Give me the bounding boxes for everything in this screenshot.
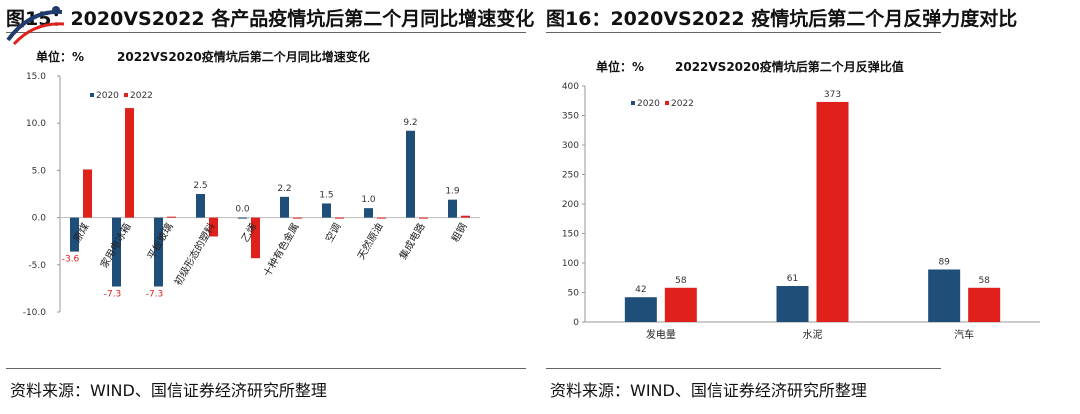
right-bar-2022-2 — [968, 287, 1001, 322]
right-category-label: 水泥 — [803, 328, 823, 341]
left-y-tick-label: 5.0 — [32, 166, 47, 176]
left-data-label: 0.0 — [235, 205, 250, 215]
left-bar-2020-5 — [280, 196, 289, 218]
right-data-label: 42 — [635, 285, 646, 295]
right-legend-swatch-2022 — [665, 101, 669, 105]
left-category-label: 天然原油 — [354, 221, 385, 262]
right-data-label: 61 — [787, 274, 798, 284]
left-unit-label: 单位：% — [36, 49, 84, 64]
right-figure-title: 图16：2020VS2022 疫情坑后第二个月反弹力度对比 — [546, 8, 1018, 30]
left-bar-2022-2 — [167, 216, 176, 218]
right-bar-chart: 单位：% 2022VS2020疫情坑后第二个月反弹比值 0 50 100 150 200 25… — [562, 59, 1040, 341]
left-data-label: -7.3 — [104, 290, 122, 300]
right-data-label: 58 — [675, 276, 687, 286]
right-category-label: 汽车 — [954, 328, 974, 341]
left-bar-2020-1 — [112, 217, 121, 287]
left-y-tick-label: -5.0 — [28, 261, 46, 271]
right-y-tick-label: 250 — [562, 171, 579, 181]
left-source-rule — [6, 368, 526, 369]
left-figure-title: 图15：2020VS2022 各产品疫情坑后第二个月同比增速变化 — [6, 8, 535, 30]
right-bar-2020-2 — [928, 269, 961, 322]
left-data-label: 2.2 — [277, 184, 291, 194]
left-data-label: -7.3 — [146, 290, 164, 300]
left-category-label: 空调 — [322, 221, 343, 245]
right-y-tick-label: 200 — [562, 200, 579, 210]
left-figure-panel: 图15：2020VS2022 各产品疫情坑后第二个月同比增速变化 单位：% 202… — [0, 0, 535, 414]
left-legend-swatch-2022 — [124, 93, 128, 97]
right-category-label: 发电量 — [646, 328, 676, 341]
left-bar-2020-9 — [448, 199, 457, 218]
left-category-label: 十种有色金属 — [260, 221, 301, 279]
left-source-note: 资料来源：WIND、国信证券经济研究所整理 — [10, 381, 327, 400]
left-bar-2022-5 — [293, 217, 302, 219]
left-bar-2022-9 — [461, 215, 470, 218]
left-bar-2022-8 — [419, 217, 428, 219]
right-figure-panel: 图16：2020VS2022 疫情坑后第二个月反弹力度对比 单位：% 2022VS… — [540, 0, 1080, 414]
left-category-label: 集成电路 — [396, 221, 427, 262]
right-legend-swatch-2020 — [631, 101, 635, 105]
left-category-label: 初级形态的塑料 — [171, 221, 217, 288]
right-y-tick-label: 50 — [568, 289, 580, 299]
right-source-rule — [546, 368, 941, 369]
brand-logo-icon — [6, 6, 65, 46]
left-bar-2020-3 — [196, 194, 205, 218]
left-legend-label-2020: 2020 — [96, 91, 119, 101]
left-bar-2020-4 — [238, 217, 247, 219]
right-bar-2020-1 — [776, 286, 809, 322]
left-y-tick-label: -10.0 — [23, 308, 47, 318]
left-data-label: -3.6 — [62, 255, 80, 265]
left-bar-2022-0 — [83, 169, 92, 218]
right-data-label: 373 — [824, 90, 841, 100]
left-bar-chart: 单位：% 2022VS2020疫情坑后第二个月同比增速变化 15.0 10.0 5.0 0… — [23, 49, 480, 318]
right-unit-label: 单位：% — [596, 59, 644, 74]
right-title-rule — [546, 32, 941, 33]
left-data-label: 2.5 — [193, 181, 207, 191]
left-bar-2022-6 — [335, 217, 344, 219]
left-bar-2022-1 — [125, 108, 134, 218]
right-y-tick-label: 400 — [562, 82, 579, 92]
left-title-rule — [6, 32, 526, 33]
left-legend-label-2022: 2022 — [130, 91, 153, 101]
left-bar-2020-0 — [70, 217, 79, 252]
left-bar-2022-3 — [209, 217, 218, 237]
left-data-label: 9.2 — [403, 118, 417, 128]
right-y-tick-label: 100 — [562, 259, 579, 269]
left-category-label: 粗钢 — [448, 221, 469, 245]
left-data-label: 1.0 — [361, 195, 376, 205]
right-chart-title: 2022VS2020疫情坑后第二个月反弹比值 — [675, 59, 904, 74]
left-bar-2022-7 — [377, 217, 386, 219]
left-bar-2020-8 — [406, 130, 415, 218]
left-y-tick-label: 15.0 — [26, 72, 46, 82]
right-data-label: 89 — [938, 257, 950, 267]
right-y-tick-label: 0 — [573, 318, 579, 328]
right-legend-label-2020: 2020 — [637, 99, 660, 109]
right-data-label: 58 — [978, 276, 990, 286]
right-y-tick-label: 350 — [562, 112, 579, 122]
right-y-tick-label: 150 — [562, 230, 579, 240]
left-legend-swatch-2020 — [90, 93, 94, 97]
left-data-label: 1.9 — [445, 187, 460, 197]
left-chart-title: 2022VS2020疫情坑后第二个月同比增速变化 — [117, 49, 370, 64]
left-data-label: 1.5 — [319, 190, 333, 200]
right-source-note: 资料来源：WIND、国信证券经济研究所整理 — [550, 381, 867, 400]
left-bar-2020-6 — [322, 203, 331, 218]
left-y-tick-label: 10.0 — [26, 119, 46, 129]
left-bar-2020-2 — [154, 217, 163, 287]
right-legend-label-2022: 2022 — [671, 99, 694, 109]
left-bar-2022-4 — [251, 217, 260, 259]
left-y-tick-label: 0.0 — [32, 214, 47, 224]
right-bar-2020-0 — [624, 297, 657, 322]
right-y-tick-label: 300 — [562, 141, 579, 151]
right-bar-2022-1 — [816, 101, 849, 323]
right-bar-2022-0 — [664, 287, 697, 322]
left-bar-2020-7 — [364, 208, 373, 218]
